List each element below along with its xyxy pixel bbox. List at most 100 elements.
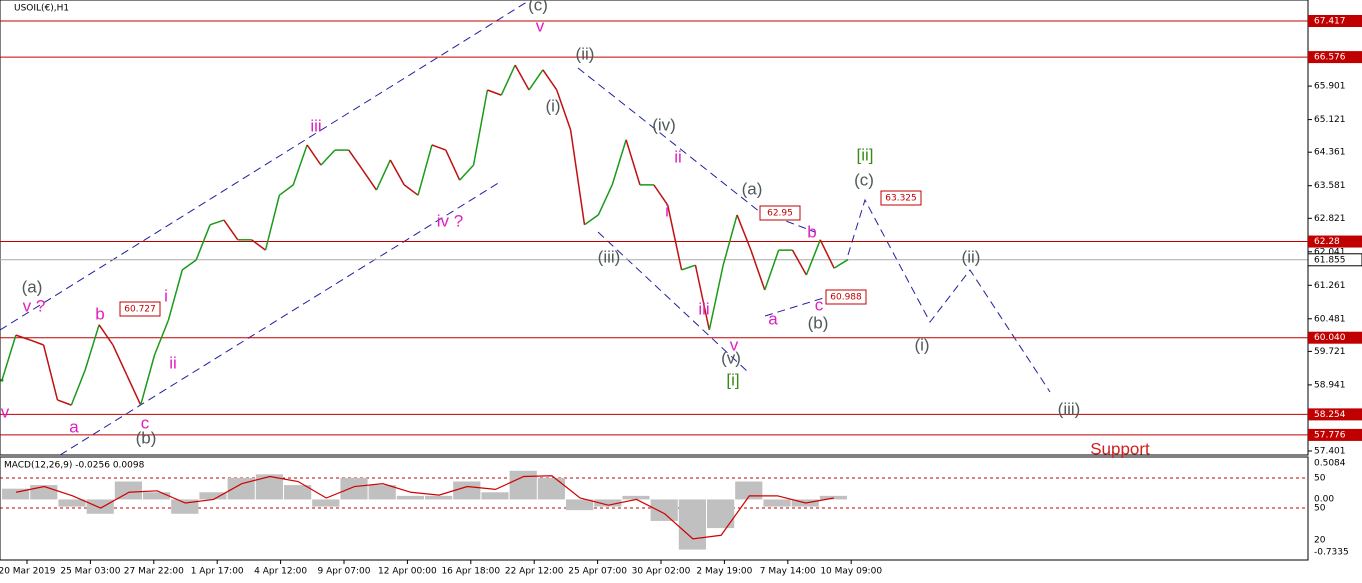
level-box — [1308, 235, 1362, 248]
x-tick-label: 25 Mar 03:00 — [60, 567, 120, 577]
macd-bar — [735, 481, 763, 500]
price-segment — [223, 219, 239, 241]
price-segment — [500, 64, 516, 96]
macd-bar — [58, 499, 86, 507]
price-segment — [348, 149, 364, 171]
price-segment — [98, 324, 114, 346]
level-box — [1308, 331, 1362, 344]
price-segment — [42, 344, 59, 401]
x-tick-label: 4 Apr 12:00 — [254, 567, 307, 577]
macd-bar — [114, 481, 142, 500]
wave-label: v — [1, 402, 10, 421]
macd-bar — [227, 477, 255, 500]
y-tick-label: 63.581 — [1314, 181, 1346, 191]
macd-axis-label: 0.00 — [1314, 495, 1334, 505]
x-tick-label: 27 Mar 22:00 — [124, 567, 184, 577]
price-segment — [292, 144, 308, 186]
macd-bar — [284, 485, 312, 500]
level-label: 66.576 — [1314, 53, 1346, 63]
level-box — [1308, 14, 1362, 27]
macd-bar — [86, 499, 114, 514]
price-segment — [403, 184, 419, 196]
macd-axis-label: 0.5084 — [1314, 459, 1346, 469]
current-price-label: 61.855 — [1314, 255, 1346, 265]
price-segment — [57, 399, 72, 406]
price-segment — [487, 89, 502, 96]
macd-bar — [707, 499, 735, 529]
y-tick-label: 60.481 — [1314, 314, 1346, 324]
price-label-box — [119, 301, 161, 317]
macd-title: MACD(12,26,9) -0.0256 0.0098 — [4, 461, 145, 471]
wave-label: (a) — [22, 277, 43, 296]
wave-lines — [0, 0, 1051, 456]
price-label-box — [759, 205, 801, 221]
price-segment — [750, 249, 766, 291]
price-segment — [320, 149, 336, 166]
wave-label: i — [665, 201, 669, 220]
level-box — [1308, 51, 1362, 64]
wave-label: a — [768, 309, 778, 328]
x-tick-label: 20 Mar 2019 — [0, 567, 56, 577]
level-label: 60.040 — [1314, 333, 1346, 343]
macd-bar — [30, 485, 58, 500]
price-segment — [653, 184, 669, 206]
price-segment — [195, 224, 211, 261]
y-tick-label: 59.721 — [1314, 347, 1346, 357]
price-segment — [126, 374, 142, 406]
macd-bar — [171, 499, 199, 514]
wave-label: (b) — [136, 428, 157, 447]
price-segment — [584, 214, 599, 226]
wave-label: iv ? — [437, 211, 463, 230]
price-label: 60.727 — [124, 305, 156, 315]
wave-label: (c) — [854, 170, 874, 189]
x-tick-label: 12 Apr 00:00 — [378, 567, 437, 577]
macd-bar — [678, 499, 706, 550]
y-tick-label: 58.941 — [1314, 380, 1346, 390]
macd-panel — [0, 456, 1309, 561]
wave-label: (a) — [742, 179, 763, 198]
price-segment — [15, 334, 30, 341]
price-segment — [833, 258, 849, 269]
price-label: 62.95 — [767, 209, 793, 219]
macd-signal — [15, 475, 835, 540]
y-tick-label: 57.401 — [1314, 447, 1346, 457]
price-segment — [251, 239, 266, 251]
y-tick-label: 65.901 — [1314, 82, 1346, 92]
current-price-box — [1307, 253, 1362, 267]
price-segment — [736, 214, 752, 251]
wave-label: Support — [1090, 439, 1150, 458]
x-tick-label: 9 Apr 07:00 — [318, 567, 371, 577]
wave-label: iii — [310, 116, 321, 135]
price-segment — [389, 159, 405, 186]
wave-label: i — [164, 286, 168, 305]
macd-bar — [312, 499, 340, 507]
x-tick-label: 16 Apr 18:00 — [441, 567, 500, 577]
macd-axis-label: 50 — [1314, 504, 1326, 514]
wave-label: b — [807, 222, 816, 241]
x-tick-label: 30 Apr 02:00 — [632, 567, 691, 577]
price-segment — [805, 239, 821, 276]
price-segment — [278, 184, 294, 196]
price-segment — [542, 69, 558, 91]
x-tick-label: 1 Apr 17:00 — [191, 567, 244, 577]
x-tick-label: 10 May 09:00 — [820, 567, 882, 577]
level-box — [1308, 408, 1362, 421]
price-segment — [597, 184, 613, 216]
price-segment — [681, 264, 696, 271]
price-segment — [431, 144, 447, 151]
price-segment — [375, 159, 392, 191]
macd-bar — [199, 492, 227, 500]
price-segment — [153, 319, 170, 356]
price-segment — [112, 344, 128, 376]
price-segment — [625, 139, 641, 186]
price-segment — [514, 64, 530, 91]
wave-label: b — [95, 304, 104, 323]
price-start — [0, 378, 4, 382]
price-segment — [1, 334, 17, 381]
price-segment — [528, 69, 544, 91]
macd-axis-label: 50 — [1314, 474, 1326, 484]
wave-label: (iii) — [1058, 399, 1081, 418]
x-tick-label: 25 Apr 07:00 — [568, 567, 627, 577]
macd-axis-label: 20 — [1314, 536, 1326, 546]
y-tick-label: 65.121 — [1314, 115, 1346, 125]
